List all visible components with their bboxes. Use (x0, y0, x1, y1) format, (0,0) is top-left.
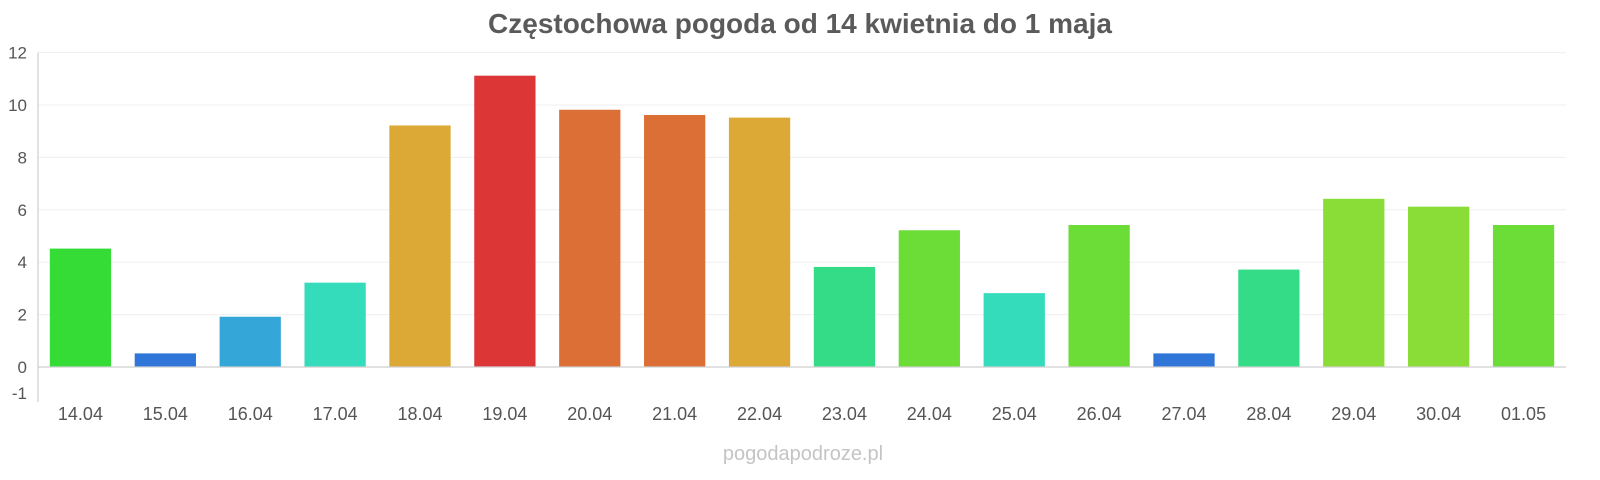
y-tick-label: 0 (18, 358, 27, 377)
bar-24.04 (898, 230, 960, 368)
x-tick-label: 30.04 (1416, 404, 1461, 424)
x-tick-label: 28.04 (1246, 404, 1291, 424)
bar-29.04 (1323, 198, 1385, 368)
x-tick-label: 16.04 (228, 404, 273, 424)
bar-20.04 (559, 109, 621, 368)
y-tick-label: 12 (8, 44, 27, 63)
y-tick-label: 6 (18, 201, 27, 220)
chart-title: Częstochowa pogoda od 14 kwietnia do 1 m… (488, 8, 1112, 39)
bar-22.04 (728, 117, 791, 368)
bar-23.04 (813, 266, 876, 368)
bar-26.04 (1068, 225, 1130, 368)
x-axis-ticks: 14.04 15.04 16.04 17.04 18.04 19.04 20.04 21.04… (58, 404, 1546, 424)
x-tick-label: 21.04 (652, 404, 697, 424)
bar-25.04 (983, 293, 1045, 368)
watermark: pogodapodroze.pl (723, 443, 883, 465)
x-tick-label: 25.04 (992, 404, 1037, 424)
y-tick-label: 2 (18, 306, 27, 325)
x-tick-label: 17.04 (313, 404, 358, 424)
bar-28.04 (1238, 269, 1300, 368)
bar-16.04 (219, 316, 281, 368)
axes (37, 52, 1566, 402)
bar-17.04 (304, 282, 366, 368)
x-tick-label: 20.04 (567, 404, 612, 424)
x-tick-label: 29.04 (1331, 404, 1376, 424)
y-tick-label: -1 (12, 384, 27, 403)
x-tick-label: 01.05 (1501, 404, 1546, 424)
x-tick-label: 24.04 (907, 404, 952, 424)
bar-14.04 (49, 248, 112, 368)
bar-21.04 (644, 114, 706, 368)
bar-15.04 (134, 353, 196, 368)
bar-19.04 (474, 75, 536, 368)
x-tick-label: 14.04 (58, 404, 103, 424)
x-tick-label: 19.04 (482, 404, 527, 424)
bars (49, 75, 1555, 368)
bar-27.04 (1153, 353, 1215, 368)
bar-01.05 (1492, 225, 1555, 368)
x-tick-label: 22.04 (737, 404, 782, 424)
x-tick-label: 26.04 (1077, 404, 1122, 424)
x-tick-label: 15.04 (143, 404, 188, 424)
x-tick-label: 23.04 (822, 404, 867, 424)
y-axis-ticks: -1 0 2 4 6 8 10 12 (8, 44, 27, 404)
y-tick-label: 8 (18, 148, 27, 167)
x-tick-label: 18.04 (397, 404, 442, 424)
bar-18.04 (389, 125, 451, 368)
bar-30.04 (1408, 206, 1470, 368)
y-tick-label: 10 (8, 96, 27, 115)
grid-lines (38, 52, 1566, 316)
x-tick-label: 27.04 (1161, 404, 1206, 424)
y-tick-label: 4 (18, 253, 27, 272)
